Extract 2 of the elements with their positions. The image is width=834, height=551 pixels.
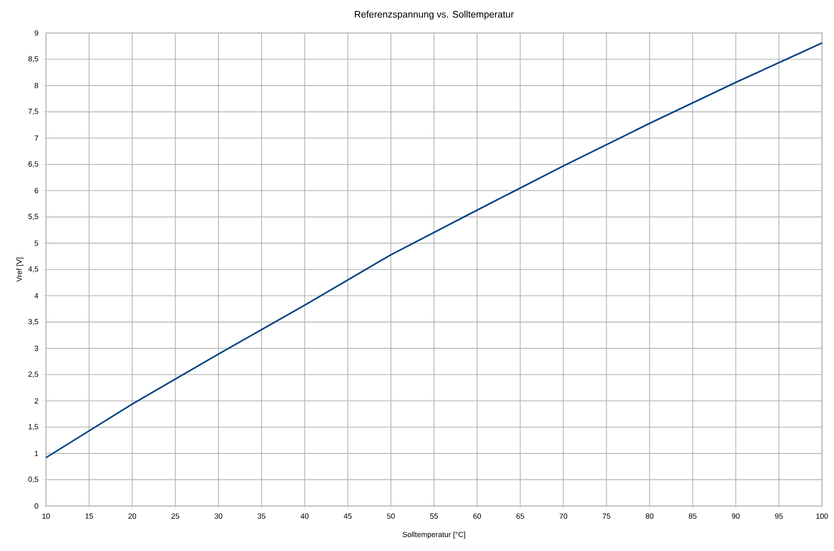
line-series — [46, 42, 822, 458]
chart-title: Referenzspannung vs. Solltemperatur — [354, 10, 514, 20]
